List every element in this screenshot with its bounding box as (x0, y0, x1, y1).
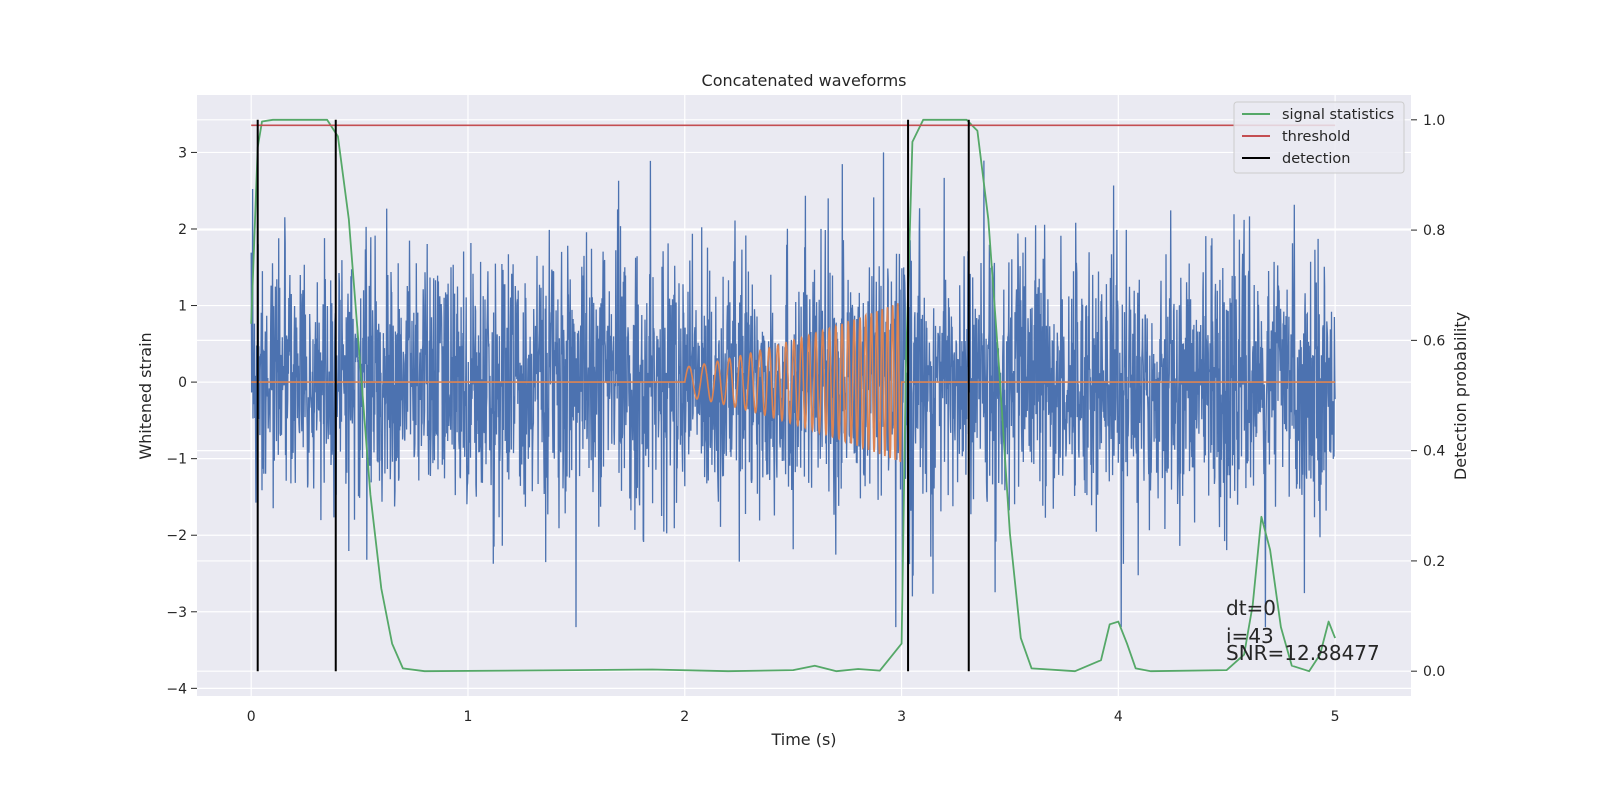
x-tick-label: 0 (247, 709, 256, 725)
y-tick-label: −2 (166, 528, 187, 544)
legend-label-threshold: threshold (1282, 129, 1350, 145)
x-tick-label: 2 (680, 709, 689, 725)
y-tick-label: 1 (178, 299, 187, 315)
y-tick-label: −3 (166, 605, 187, 621)
x-tick-label: 4 (1114, 709, 1123, 725)
y-right-tick-label: 0.6 (1423, 333, 1445, 349)
y-tick-label: 0 (178, 375, 187, 391)
legend-label-detection: detection (1282, 151, 1350, 167)
y-tick-label: −4 (166, 681, 187, 697)
ticks: 0 1 2 3 4 5 3 2 1 0 −1 −2 −3 −4 1.0 0.8 0.6 0.4 0.2 0.0 (166, 113, 1445, 725)
annotation-index: i=43 (1226, 624, 1274, 648)
chart-title: Concatenated waveforms (702, 71, 907, 90)
y-right-tick-label: 0.4 (1423, 444, 1445, 460)
y-right-tick-label: 1.0 (1423, 113, 1445, 129)
y-axis-label: Whitened strain (136, 332, 155, 459)
annotation-dt: dt=0 (1226, 596, 1276, 620)
x-tick-label: 1 (464, 709, 473, 725)
legend: signal statistics threshold detection (1233, 101, 1405, 174)
strain-noise-line (250, 152, 1336, 628)
strain-noise-series (250, 152, 1336, 628)
chirp-series (251, 303, 1336, 463)
signal-statistics-series (250, 118, 1336, 673)
x-tick-label: 3 (897, 709, 906, 725)
y-right-tick-label: 0.8 (1423, 223, 1445, 239)
signal-statistics-line (250, 118, 1336, 673)
annotation-snr: SNR=12.88477 (1226, 641, 1380, 665)
legend-box (1233, 101, 1405, 174)
y-tick-label: 2 (178, 222, 187, 238)
chirp-line (251, 303, 1336, 463)
y-right-tick-label: 0.0 (1423, 664, 1445, 680)
x-axis-label: Time (s) (770, 730, 836, 749)
legend-label-signal-statistics: signal statistics (1282, 107, 1394, 123)
y-tick-label: 3 (178, 145, 187, 161)
x-tick-label: 5 (1331, 709, 1340, 725)
y-axis-right-label: Detection probability (1451, 312, 1470, 480)
y-tick-label: −1 (166, 452, 187, 468)
annotations: dt=0 i=43 SNR=12.88477 (1226, 596, 1380, 665)
y-right-tick-label: 0.2 (1423, 554, 1445, 570)
detection-series (256, 119, 970, 672)
